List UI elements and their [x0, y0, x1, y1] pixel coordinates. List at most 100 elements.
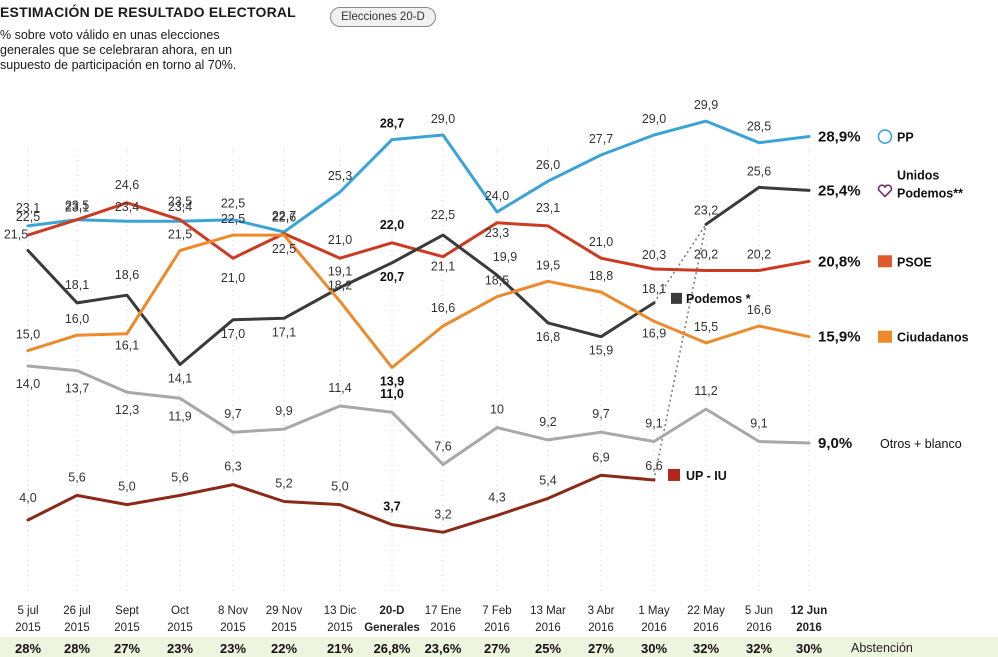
data-label-ciudadanos-0: 15,0: [16, 328, 40, 342]
data-label-podemos-6: 19,1: [328, 264, 352, 278]
end-value-otros-blanco: 9,0%: [818, 435, 852, 452]
data-label-podemos-9: 19,9: [493, 250, 517, 264]
data-label-up-iu-11: 6,9: [592, 450, 609, 464]
data-label-psoe-9: 23,3: [485, 226, 509, 240]
abstention-band: [0, 637, 998, 657]
merge-connector-podemos: [653, 223, 707, 304]
data-label-ciudadanos-2: 16,1: [115, 339, 139, 353]
data-label-otros-blanco-12: 9,1: [645, 416, 662, 430]
abstention-value-13: 32%: [693, 641, 719, 656]
party-name-otros-blanco: Otros + blanco: [880, 437, 962, 451]
x-tick-label-7-line1: 20-D: [380, 605, 405, 617]
x-tick-label-3-line2: 2015: [167, 622, 193, 634]
abstention-value-4: 23%: [220, 641, 246, 656]
podemos-logo-icon: [671, 292, 682, 304]
data-label-otros-blanco-0: 14,0: [16, 377, 40, 391]
x-tick-label-13-line1: 22 May: [687, 605, 725, 617]
end-value-psoe: 20,8%: [818, 253, 861, 270]
data-label-ciudadanos-14: 16,6: [747, 303, 771, 317]
x-tick-label-15-line1: 12 Jun: [791, 605, 827, 617]
series-line-ciudadanos: [26, 233, 811, 369]
pp-logo-icon: [877, 129, 893, 144]
data-label-otros-blanco-1: 13,7: [65, 382, 89, 396]
data-label-up-iu-6: 5,0: [331, 480, 348, 494]
data-label-up-iu-12: 6,6: [645, 459, 662, 473]
abstention-value-8: 23,6%: [425, 641, 462, 656]
abstention-value-0: 28%: [15, 641, 41, 656]
party-name-pp: PP: [897, 131, 914, 145]
chart-header: ESTIMACIÓN DE RESULTADO ELECTORAL % sobr…: [0, 0, 998, 90]
x-tick-label-0-line2: 2015: [15, 622, 41, 634]
x-tick-label-7-line2: Generales: [364, 622, 420, 634]
iu-logo-icon: [668, 468, 680, 481]
x-tick-label-9-line1: 7 Feb: [482, 605, 511, 617]
data-label-psoe-6: 21,0: [328, 233, 352, 247]
data-label-pp-3: 23,4: [168, 200, 192, 214]
x-tick-label-14-line1: 5 Jun: [745, 605, 773, 617]
data-label-up-iu-2: 5,0: [118, 480, 135, 494]
data-label-pp-10: 26,0: [536, 158, 560, 172]
x-tick-label-2-line2: 2015: [114, 622, 140, 634]
data-label-ciudadanos-11: 18,8: [589, 269, 613, 283]
data-label-ciudadanos-13: 15,5: [694, 320, 718, 334]
data-label-pp-7: 28,7: [380, 117, 404, 131]
data-label-psoe-4: 21,0: [221, 271, 245, 285]
data-label-psoe-7: 22,0: [380, 218, 404, 232]
chart-title: ESTIMACIÓN DE RESULTADO ELECTORAL: [0, 4, 296, 20]
data-label-otros-blanco-11: 9,7: [592, 407, 609, 421]
data-label-pp-12: 29,0: [642, 112, 666, 126]
data-label-psoe-8: 21,1: [431, 260, 455, 274]
x-tick-label-1-line2: 2015: [64, 622, 90, 634]
data-label-pp-14: 28,5: [747, 120, 771, 134]
end-value-pp: 28,9%: [818, 129, 861, 146]
psoe-logo-icon: [878, 255, 892, 268]
heart-icon: [877, 184, 893, 198]
x-tick-label-8-line2: 2016: [430, 622, 456, 634]
data-label-podemos-3: 14,1: [168, 371, 192, 385]
data-label-psoe-5: 22,6: [272, 211, 296, 225]
abstention-value-9: 27%: [484, 641, 510, 656]
data-label-otros-blanco-10: 9,2: [539, 415, 556, 429]
party-name-up-iu: UP - IU: [686, 469, 727, 483]
data-label-up-iu-0: 4,0: [19, 491, 36, 505]
data-label-psoe-2: 24,6: [115, 178, 139, 192]
x-tick-label-11-line1: 3 Abr: [588, 605, 615, 617]
data-label-otros-blanco-2: 12,3: [115, 403, 139, 417]
x-tick-label-13-line2: 2016: [693, 622, 719, 634]
data-label-ciudadanos-12: 16,9: [642, 326, 666, 340]
end-value-unidos-podemos: 25,4%: [818, 182, 861, 199]
data-label-pp-9: 24,0: [485, 189, 509, 203]
series-line-up-iu: [26, 473, 656, 534]
series-line-pp: [26, 119, 811, 234]
data-label-psoe-14: 20,2: [747, 248, 771, 262]
x-tick-label-10-line2: 2016: [535, 622, 561, 634]
abstention-value-5: 22%: [271, 641, 297, 656]
abstention-value-6: 21%: [327, 641, 353, 656]
abstention-value-10: 25%: [535, 641, 561, 656]
data-label-podemos-0: 21,5: [4, 228, 28, 242]
data-label-pp-1: 23,1: [65, 201, 89, 215]
data-label-otros-blanco-8: 7,6: [434, 440, 451, 454]
data-label-unidos-podemos-13: 23,2: [694, 203, 718, 217]
x-tick-label-11-line2: 2016: [588, 622, 614, 634]
data-label-podemos-4: 17,0: [221, 327, 245, 341]
abstention-label: Abstención: [851, 641, 913, 655]
x-tick-label-5-line1: 29 Nov: [266, 605, 303, 617]
elections-20d-badge: Elecciones 20-D: [330, 7, 436, 27]
data-label-pp-5: 22,7: [272, 209, 296, 223]
x-tick-label-0-line1: 5 jul: [17, 605, 38, 617]
data-label-ciudadanos-7: 13,9: [380, 375, 404, 389]
data-label-pp-6: 25,3: [328, 169, 352, 183]
data-label-psoe-3: 23,5: [168, 195, 192, 209]
data-label-otros-blanco-3: 11,9: [168, 409, 191, 423]
data-label-otros-blanco-6: 11,4: [328, 381, 351, 395]
data-label-podemos-2: 18,6: [115, 268, 139, 282]
data-label-psoe-13: 20,2: [694, 248, 718, 262]
x-tick-label-10-line1: 13 Mar: [530, 605, 566, 617]
x-tick-label-14-line2: 2016: [746, 622, 772, 634]
series-line-otros-blanco: [26, 364, 811, 467]
x-tick-label-12-line2: 2016: [641, 622, 667, 634]
data-label-otros-blanco-9: 10: [490, 403, 504, 417]
data-label-psoe-10: 23,1: [536, 201, 560, 215]
